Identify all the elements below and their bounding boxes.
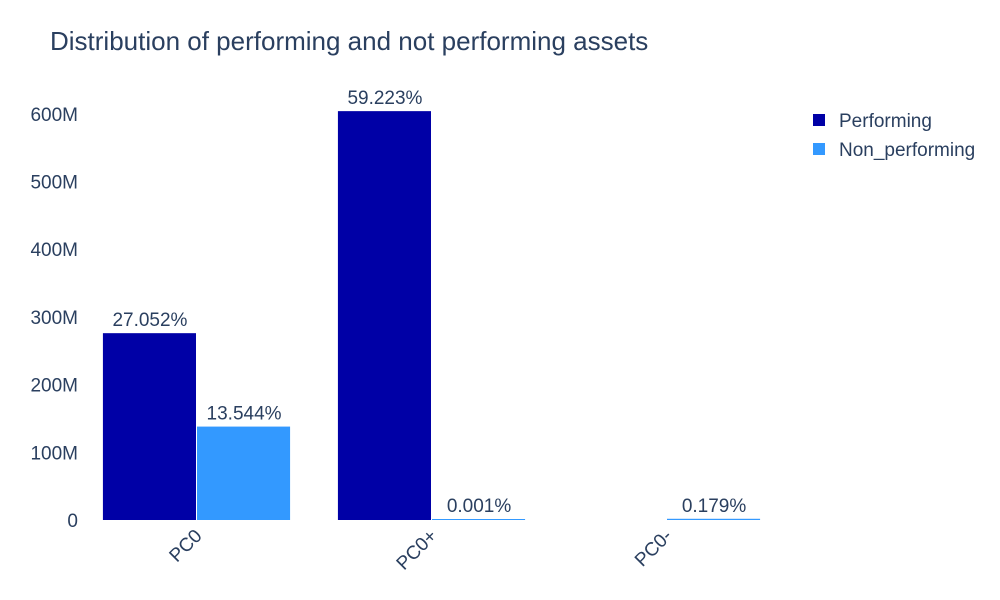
y-tick-label: 500M bbox=[30, 173, 78, 194]
legend[interactable]: Performing Non_performing bbox=[813, 111, 975, 161]
bar-data-label: 0.179% bbox=[682, 496, 747, 517]
bar-data-label: 13.544% bbox=[207, 404, 282, 425]
bar-labels-group: 27.052% 13.544% 59.223% 0.001% 0.179% bbox=[112, 88, 746, 517]
x-tick-label: PC0+ bbox=[393, 526, 442, 575]
bar-performing-pc0plus[interactable] bbox=[337, 111, 431, 520]
bar-data-label: 27.052% bbox=[112, 310, 187, 331]
bar-non-performing-pc0plus[interactable] bbox=[432, 519, 526, 520]
x-axis: PC0 PC0+ PC0- bbox=[166, 526, 677, 575]
y-tick-label: 0 bbox=[67, 511, 78, 532]
legend-swatch bbox=[813, 143, 825, 155]
legend-label: Non_performing bbox=[839, 140, 975, 161]
legend-swatch bbox=[813, 114, 825, 126]
y-tick-label: 200M bbox=[30, 376, 78, 397]
legend-label: Performing bbox=[839, 111, 932, 132]
chart-title: Distribution of performing and not perfo… bbox=[50, 26, 648, 56]
bar-data-label: 59.223% bbox=[347, 88, 422, 109]
legend-item-performing[interactable]: Performing bbox=[813, 111, 932, 132]
bar-non-performing-pc0minus[interactable] bbox=[667, 518, 761, 520]
legend-item-non-performing[interactable]: Non_performing bbox=[813, 140, 975, 161]
y-tick-label: 300M bbox=[30, 308, 78, 329]
bar-performing-pc0[interactable] bbox=[102, 333, 196, 520]
x-tick-label: PC0 bbox=[166, 526, 207, 567]
y-tick-label: 400M bbox=[30, 240, 78, 261]
bar-data-label: 0.001% bbox=[447, 496, 512, 517]
y-tick-label: 600M bbox=[30, 105, 78, 126]
bar-non-performing-pc0[interactable] bbox=[197, 426, 291, 520]
y-tick-label: 100M bbox=[30, 443, 78, 464]
y-axis: 0 100M 200M 300M 400M 500M 600M bbox=[30, 105, 78, 532]
x-tick-label: PC0- bbox=[631, 526, 676, 571]
bars-group bbox=[102, 111, 761, 520]
